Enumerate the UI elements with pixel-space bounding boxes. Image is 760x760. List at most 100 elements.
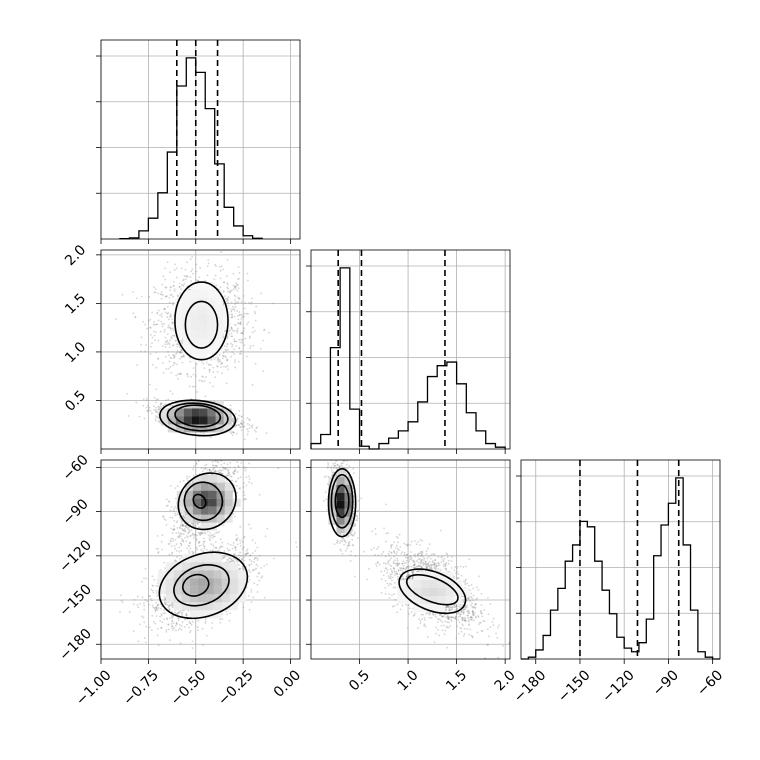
sample-point <box>226 298 229 300</box>
sample-point <box>169 604 172 607</box>
sample-point <box>154 323 156 326</box>
sample-point <box>232 272 235 275</box>
sample-point <box>173 355 176 357</box>
sample-point <box>256 583 259 586</box>
sample-point <box>220 361 223 364</box>
sample-point <box>227 290 229 293</box>
sample-point <box>243 327 246 330</box>
sample-point <box>137 606 140 609</box>
density-cell <box>206 290 215 299</box>
sample-point <box>167 604 170 607</box>
sample-point <box>234 287 237 290</box>
sample-point <box>238 346 241 349</box>
sample-point <box>183 529 185 531</box>
sample-point <box>151 575 154 578</box>
sample-point <box>161 315 163 318</box>
sample-point <box>143 621 146 624</box>
sample-point <box>245 466 247 469</box>
sample-point <box>183 514 185 517</box>
sample-point <box>225 275 228 278</box>
sample-point <box>233 553 235 555</box>
sample-point <box>236 491 239 494</box>
sample-point <box>217 358 220 361</box>
sample-point <box>246 422 249 425</box>
sample-point <box>184 526 187 528</box>
sample-point <box>168 326 171 329</box>
sample-point <box>226 455 228 457</box>
density-cell <box>214 290 223 299</box>
sample-point <box>226 455 228 457</box>
sample-point <box>230 289 233 292</box>
sample-point <box>227 472 230 475</box>
sample-point <box>175 374 178 377</box>
sample-point <box>159 607 162 610</box>
sample-point <box>248 478 251 480</box>
sample-point <box>238 338 241 341</box>
sample-point <box>222 466 224 469</box>
sample-point <box>234 558 237 561</box>
sample-point <box>178 282 181 285</box>
sample-point <box>179 642 182 645</box>
sample-point <box>208 468 211 470</box>
sample-point <box>225 349 227 352</box>
sample-point <box>261 575 264 578</box>
sample-point <box>212 371 215 373</box>
sample-point <box>181 524 184 527</box>
sample-point <box>239 426 242 429</box>
sample-point <box>238 314 241 317</box>
sample-point <box>206 274 209 277</box>
sample-point <box>199 532 202 534</box>
sample-point <box>207 259 210 262</box>
density-contour <box>166 402 229 432</box>
density-cell <box>206 330 215 339</box>
sample-point <box>178 285 181 288</box>
sample-point <box>151 311 153 314</box>
sample-point <box>240 429 243 431</box>
sample-point <box>136 603 139 606</box>
axes-frame <box>520 459 721 660</box>
sample-point <box>153 409 156 411</box>
sample-point <box>201 470 204 473</box>
sample-point <box>170 604 173 607</box>
sample-point <box>145 406 148 409</box>
sample-point <box>176 612 179 615</box>
sample-point <box>177 373 180 375</box>
sample-point <box>235 424 238 427</box>
sample-point <box>182 479 185 482</box>
sample-point <box>221 469 224 472</box>
sample-point <box>231 308 234 311</box>
sample-point <box>195 546 198 549</box>
sample-point <box>233 466 236 469</box>
sample-point <box>180 521 183 524</box>
sample-point <box>208 369 211 372</box>
density-cell <box>222 314 231 323</box>
sample-point <box>164 519 167 521</box>
density-cell <box>223 424 232 433</box>
sample-point <box>170 328 172 331</box>
sample-point <box>178 286 181 289</box>
sample-point <box>171 601 174 604</box>
sample-point <box>235 432 238 435</box>
sample-point <box>182 355 185 358</box>
histogram-line <box>310 267 506 450</box>
y-tick-label: 2.0 <box>62 242 89 269</box>
sample-point <box>238 424 240 427</box>
density-cell <box>191 408 200 417</box>
density-cell <box>223 408 232 417</box>
sample-point <box>155 410 158 413</box>
sample-point <box>233 315 236 318</box>
sample-point <box>240 461 243 464</box>
sample-point <box>179 532 182 535</box>
sample-point <box>160 293 163 296</box>
sample-point <box>222 357 224 360</box>
sample-point <box>209 534 212 537</box>
sample-point <box>251 424 254 427</box>
sample-point <box>183 355 185 358</box>
sample-point <box>197 619 200 622</box>
sample-point <box>236 471 239 473</box>
sample-point <box>231 559 234 562</box>
sample-point <box>227 301 230 304</box>
sample-point <box>225 345 228 348</box>
sample-point <box>234 366 237 369</box>
sample-point <box>255 563 258 566</box>
